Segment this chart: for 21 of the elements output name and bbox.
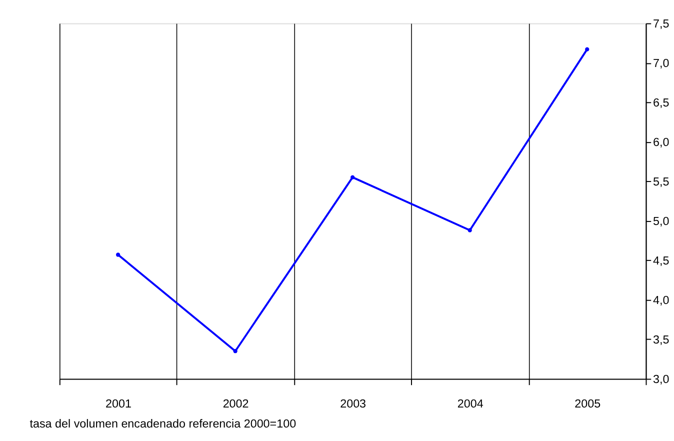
y-tick-label: 4,5 <box>653 254 670 268</box>
y-tick-label: 7,0 <box>653 57 670 70</box>
x-tick-label: 2004 <box>457 397 484 410</box>
x-tick-label: 2005 <box>574 397 601 410</box>
y-tick-label: 3,5 <box>653 334 670 347</box>
y-tick-label: 4,0 <box>653 294 670 308</box>
x-tick-label: 2002 <box>222 397 249 410</box>
y-tick-label: 5,5 <box>653 176 670 189</box>
x-tick-label: 2001 <box>106 397 132 410</box>
text: tasa del volumen encadenado referencia 2000=100 <box>30 417 297 430</box>
point <box>350 175 355 180</box>
point <box>116 252 120 257</box>
y-tick-label: 6,5 <box>653 96 670 110</box>
point <box>233 349 238 354</box>
x-tick-label: 2003 <box>340 397 366 410</box>
point <box>468 228 472 232</box>
y-tick-label: 5,0 <box>653 215 670 228</box>
point <box>585 47 590 52</box>
y-tick-label: 6,0 <box>653 136 670 150</box>
y-tick-label: 7,5 <box>653 18 670 31</box>
y-tick-label: 3,0 <box>653 373 670 386</box>
